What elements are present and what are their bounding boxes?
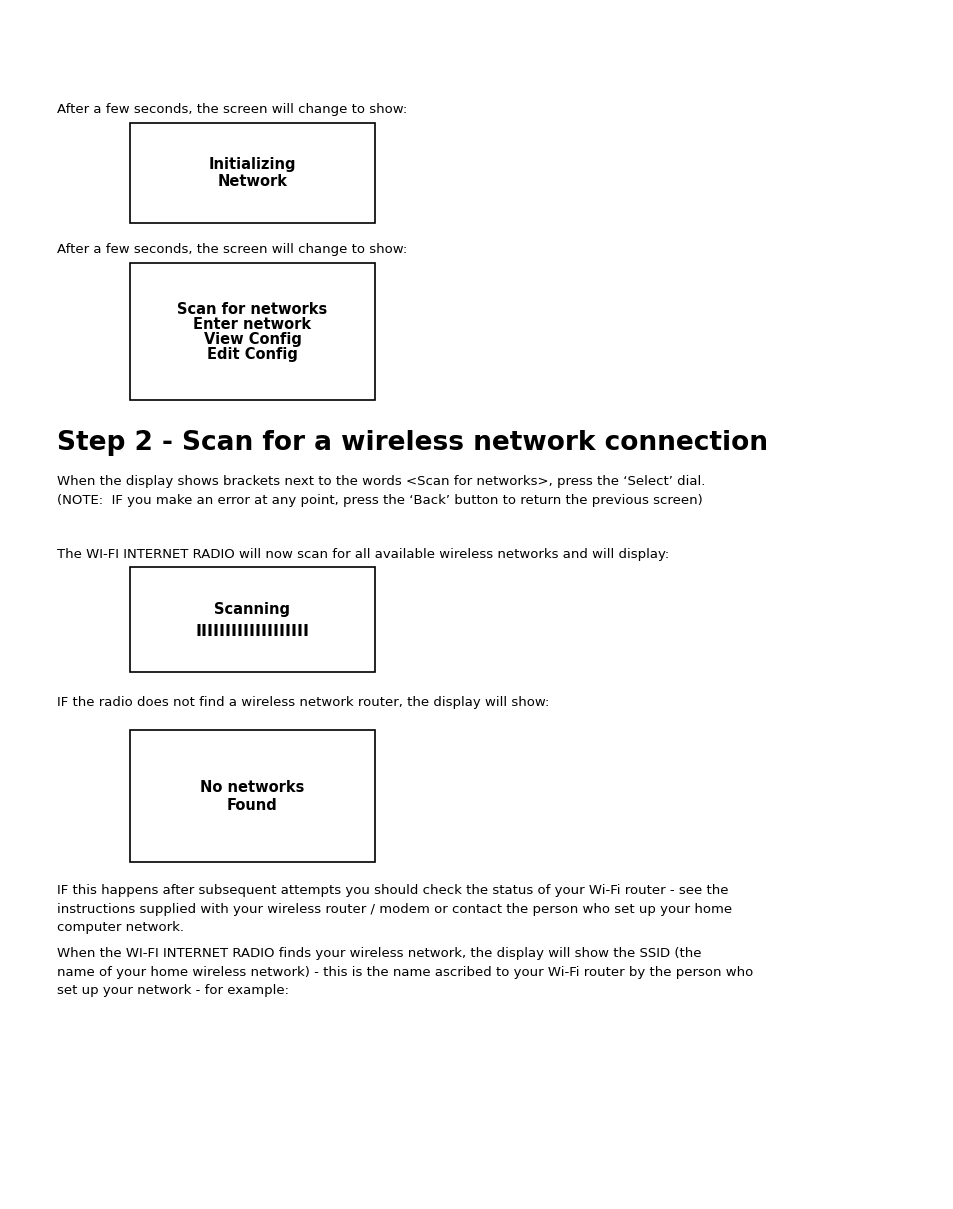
Text: When the display shows brackets next to the words <Scan for networks>, press the: When the display shows brackets next to … <box>57 475 704 488</box>
Text: set up your network - for example:: set up your network - for example: <box>57 984 289 997</box>
Text: Edit Config: Edit Config <box>207 347 297 361</box>
Text: Scan for networks: Scan for networks <box>177 302 327 317</box>
Text: View Config: View Config <box>203 332 301 347</box>
Text: The WI-FI INTERNET RADIO will now scan for all available wireless networks and w: The WI-FI INTERNET RADIO will now scan f… <box>57 548 669 561</box>
Bar <box>130 264 375 400</box>
Bar <box>130 567 375 672</box>
Text: No networks: No networks <box>200 780 304 794</box>
Text: instructions supplied with your wireless router / modem or contact the person wh: instructions supplied with your wireless… <box>57 903 731 916</box>
Text: Enter network: Enter network <box>193 317 312 332</box>
Bar <box>130 730 375 862</box>
Text: computer network.: computer network. <box>57 921 184 935</box>
Text: name of your home wireless network) - this is the name ascribed to your Wi-Fi ro: name of your home wireless network) - th… <box>57 966 753 979</box>
Text: IF the radio does not find a wireless network router, the display will show:: IF the radio does not find a wireless ne… <box>57 696 549 708</box>
Text: (NOTE:  IF you make an error at any point, press the ‘Back’ button to return the: (NOTE: IF you make an error at any point… <box>57 494 702 507</box>
Bar <box>130 123 375 222</box>
Text: After a few seconds, the screen will change to show:: After a few seconds, the screen will cha… <box>57 243 407 256</box>
Text: IIIIIIIIIIIIIIIIIII: IIIIIIIIIIIIIIIIIII <box>195 624 309 640</box>
Text: Found: Found <box>227 798 277 812</box>
Text: When the WI-FI INTERNET RADIO finds your wireless network, the display will show: When the WI-FI INTERNET RADIO finds your… <box>57 947 700 960</box>
Text: Network: Network <box>217 174 287 189</box>
Text: Step 2 - Scan for a wireless network connection: Step 2 - Scan for a wireless network con… <box>57 430 767 456</box>
Text: IF this happens after subsequent attempts you should check the status of your Wi: IF this happens after subsequent attempt… <box>57 884 728 897</box>
Text: After a few seconds, the screen will change to show:: After a few seconds, the screen will cha… <box>57 103 407 116</box>
Text: Scanning: Scanning <box>214 602 291 617</box>
Text: Initializing: Initializing <box>209 157 296 173</box>
